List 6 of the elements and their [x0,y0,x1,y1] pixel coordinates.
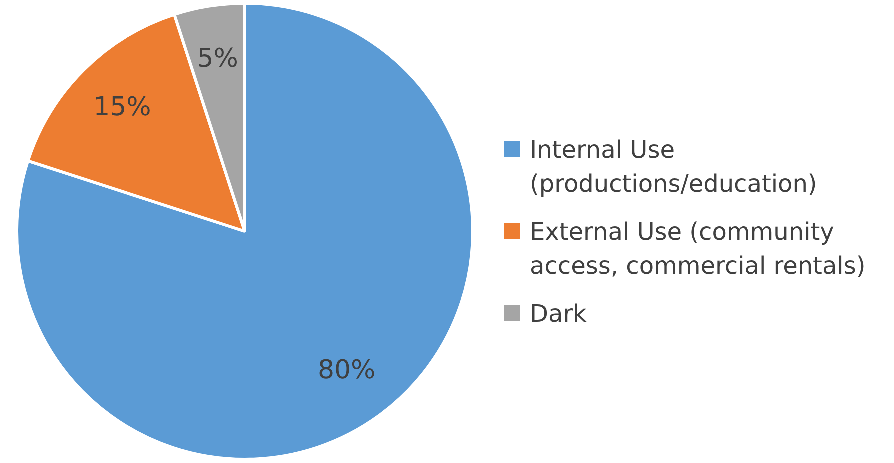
data-label: 5% [197,44,239,74]
legend-label: External Use (community access, commercial rentals) [530,216,867,282]
data-label: 15% [94,92,152,123]
legend-label: Dark [530,298,588,330]
legend-label: Internal Use (productions/education) [530,134,818,200]
data-label: 80% [318,355,376,386]
